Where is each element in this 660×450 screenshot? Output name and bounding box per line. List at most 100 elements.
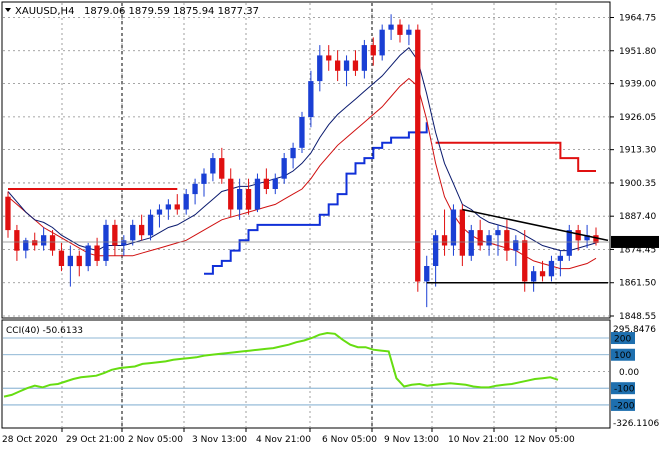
cci-level-tag: [611, 332, 635, 345]
price-tick-label: 1861.50: [619, 279, 656, 289]
candle-body: [85, 245, 91, 267]
candle-body: [504, 230, 510, 251]
candle-body: [281, 158, 287, 179]
ohlc-readout: 1879.06 1879.59 1875.94 1877.37: [84, 6, 259, 17]
price-tick-label: 1848.55: [619, 312, 656, 322]
candle-body: [139, 224, 145, 236]
cci-line: [3, 331, 559, 398]
time-tick-label: 28 Oct 2020: [2, 435, 58, 445]
cci-level-label: 100: [614, 351, 631, 361]
cci-scale-max: 295.8476: [613, 325, 656, 335]
price-tick-label: 1887.40: [619, 212, 656, 222]
candle-body: [495, 230, 501, 236]
candle-body: [308, 81, 314, 118]
cci-indicator: [3, 331, 559, 398]
price-tick-label: 1874.45: [619, 245, 656, 255]
cci-level-tag: [611, 398, 635, 411]
price-tick-label: 1951.80: [619, 47, 656, 57]
candle-body: [343, 60, 350, 71]
candle-body: [228, 178, 234, 210]
candle-body: [486, 235, 492, 246]
candle-body: [67, 255, 73, 267]
cci-level-tag: [611, 382, 635, 395]
cci-level-tag: [611, 348, 635, 361]
candle-body: [522, 240, 528, 282]
candle-body: [41, 235, 47, 246]
candle-body: [335, 60, 341, 71]
candle-body: [219, 158, 225, 179]
candle-body: [548, 260, 555, 277]
cci-scale-min: -326.1106: [613, 419, 659, 429]
axes: 1964.75 1951.80 1939.00 1926.05 1913.30 1900.…: [2, 13, 659, 445]
candle-body: [468, 230, 474, 256]
candle-body: [112, 224, 118, 246]
candle-body: [174, 204, 180, 210]
time-tick-label: 9 Nov 13:00: [384, 435, 439, 445]
candle-body: [76, 255, 82, 267]
candle-body: [210, 158, 216, 174]
candle-body: [201, 173, 207, 184]
time-tick-label: 3 Nov 13:00: [192, 435, 247, 445]
candle-body: [263, 178, 269, 189]
candle-body: [94, 245, 100, 261]
price-tick-label: 1913.30: [619, 146, 656, 156]
candle-body: [32, 240, 38, 246]
candle-body: [459, 209, 465, 256]
candle-body: [388, 24, 394, 30]
candle-body: [14, 230, 20, 251]
candle-body: [575, 230, 581, 241]
candle-body: [477, 230, 483, 246]
candle-body: [593, 235, 599, 243]
candle-body: [557, 255, 563, 261]
time-tick-label: 29 Oct 21:00: [66, 435, 125, 445]
price-tick-label: 1926.05: [619, 113, 656, 123]
candle-body: [121, 240, 127, 246]
candle-body: [539, 271, 546, 277]
cci-level-label: 200: [614, 335, 631, 345]
candle-body: [49, 235, 56, 251]
candle-body: [183, 194, 189, 210]
candle-body: [156, 209, 163, 215]
candle-body: [531, 271, 537, 282]
time-tick-label: 6 Nov 05:00: [322, 435, 377, 445]
candle-body: [245, 189, 252, 210]
candle-body: [130, 224, 136, 241]
candle-body: [441, 235, 448, 246]
cci-label: CCI(40) -50.6133: [6, 326, 83, 336]
price-chart: [3, 14, 609, 308]
candle-body: [272, 178, 278, 189]
price-frame: [1, 1, 611, 319]
candle-body: [370, 45, 376, 56]
candle-body: [147, 214, 154, 236]
candle-body: [23, 240, 29, 251]
time-tick-label: 2 Nov 05:00: [128, 435, 183, 445]
candle-body: [237, 189, 243, 210]
lower-channel-line: [204, 122, 428, 275]
candle-body: [165, 204, 171, 210]
candle-body: [254, 178, 261, 210]
candle-body: [326, 55, 332, 61]
candle-body: [290, 147, 296, 159]
collapse-triangle-icon[interactable]: [5, 8, 11, 12]
candle-body: [566, 230, 572, 256]
current-price-tag: [611, 235, 659, 248]
cci-level-label: 0.00: [619, 368, 639, 378]
cci-frame: [1, 319, 611, 429]
candle-body: [379, 29, 385, 56]
candle-body: [192, 183, 198, 195]
current-price-label: 1877.37: [616, 238, 653, 248]
candle-body: [5, 196, 11, 231]
time-tick-label: 4 Nov 21:00: [256, 435, 311, 445]
trendline: [462, 208, 609, 242]
candle-body: [299, 117, 305, 148]
candle-body: [361, 45, 367, 71]
candle-body: [103, 224, 109, 261]
upper-channel-line: [435, 141, 596, 172]
price-tick-label: 1900.35: [619, 179, 656, 189]
candle-body: [317, 55, 323, 82]
candle-body: [433, 235, 439, 266]
candle-body: [352, 60, 359, 71]
candle-body: [424, 266, 430, 282]
